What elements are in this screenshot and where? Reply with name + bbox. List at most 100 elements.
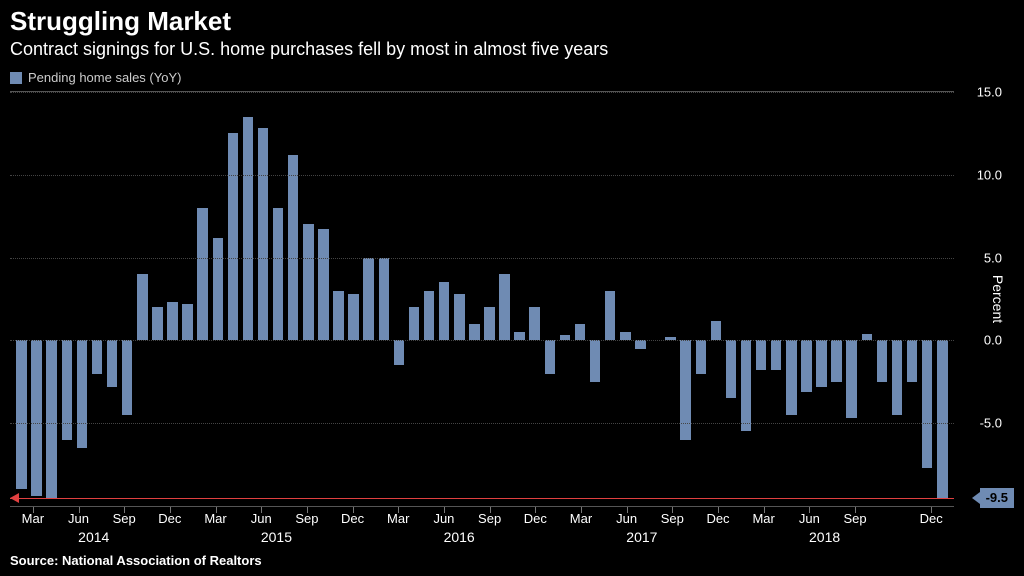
bar [514,332,525,340]
bar-slot [875,92,888,506]
bar-slot [60,92,73,506]
bar [635,340,646,348]
grid-line [10,258,954,259]
bar-slot [226,92,239,506]
bar [907,340,918,381]
bar-slot [166,92,179,506]
bar-slot [317,92,330,506]
x-year-label: 2018 [809,529,840,545]
bar [529,307,540,340]
bar-slot [468,92,481,506]
bar [318,229,329,340]
value-callout: -9.5 [980,488,1014,508]
bar [77,340,88,448]
bar [605,291,616,341]
bar-slot [860,92,873,506]
bar-slot [241,92,254,506]
x-axis: MarJunSepDecMarJunSepDecMarJunSepDecMarJ… [10,507,954,549]
x-month-label: Mar [387,511,409,526]
bar [303,224,314,340]
bar-slot [332,92,345,506]
bar-slot [121,92,134,506]
bar-slot [136,92,149,506]
bar-slot [106,92,119,506]
bar-slot [272,92,285,506]
bar [394,340,405,365]
bar-slot [724,92,737,506]
y-tick-label: 15.0 [962,85,1002,100]
bar-slot [755,92,768,506]
reference-arrow-icon [10,493,19,503]
bar-slot [815,92,828,506]
chart-plot-area: Percent 15.010.05.00.0-5.0-9.5 [10,91,954,507]
chart-title: Struggling Market [10,6,1014,37]
bar-slot [302,92,315,506]
bar-slot [15,92,28,506]
bar [409,307,420,340]
bar [258,128,269,340]
bar-slot [362,92,375,506]
x-month-label: Jun [616,511,637,526]
bar-slot [845,92,858,506]
bar [862,334,873,341]
legend-series-label: Pending home sales (YoY) [28,70,181,85]
bar-slot [347,92,360,506]
bar [726,340,737,398]
bar-slot [543,92,556,506]
x-month-label: Dec [158,511,181,526]
bar-slot [634,92,647,506]
bar [922,340,933,468]
bar [846,340,857,418]
x-year-label: 2015 [261,529,292,545]
y-tick-label: -5.0 [962,416,1002,431]
bar [31,340,42,496]
grid-line [10,92,954,93]
bar-slot [287,92,300,506]
bar-slot [75,92,88,506]
chart-header: Struggling Market Contract signings for … [0,0,1024,64]
bar [816,340,827,386]
chart-subtitle: Contract signings for U.S. home purchase… [10,39,1014,60]
x-month-label: Dec [341,511,364,526]
bar-slot [770,92,783,506]
bar-slot [890,92,903,506]
bar [680,340,691,439]
x-month-label: Jun [68,511,89,526]
bar [801,340,812,391]
bar [937,340,948,497]
grid-line [10,423,954,424]
bar-slot [936,92,949,506]
bar [469,324,480,341]
bar [16,340,27,489]
x-month-label: Dec [524,511,547,526]
x-month-label: Jun [799,511,820,526]
bar [575,324,586,341]
x-month-label: Sep [295,511,318,526]
bar-slot [423,92,436,506]
x-month-label: Sep [113,511,136,526]
bar-slot [649,92,662,506]
bar [424,291,435,341]
bar-slot [30,92,43,506]
y-tick-label: 5.0 [962,250,1002,265]
bar-slot [181,92,194,506]
x-year-label: 2014 [78,529,109,545]
y-axis-title: Percent [990,275,1006,323]
bar [152,307,163,340]
x-month-label: Sep [478,511,501,526]
bar-slot [558,92,571,506]
bar [771,340,782,370]
chart-container: Struggling Market Contract signings for … [0,0,1024,576]
bar [741,340,752,431]
x-month-label: Mar [22,511,44,526]
x-year-label: 2016 [444,529,475,545]
bar-slot [453,92,466,506]
bar-slot [211,92,224,506]
bar [167,302,178,340]
x-month-label: Sep [661,511,684,526]
bar [107,340,118,386]
bar [333,291,344,341]
bar-slot [528,92,541,506]
bar [92,340,103,373]
bar-slot [830,92,843,506]
